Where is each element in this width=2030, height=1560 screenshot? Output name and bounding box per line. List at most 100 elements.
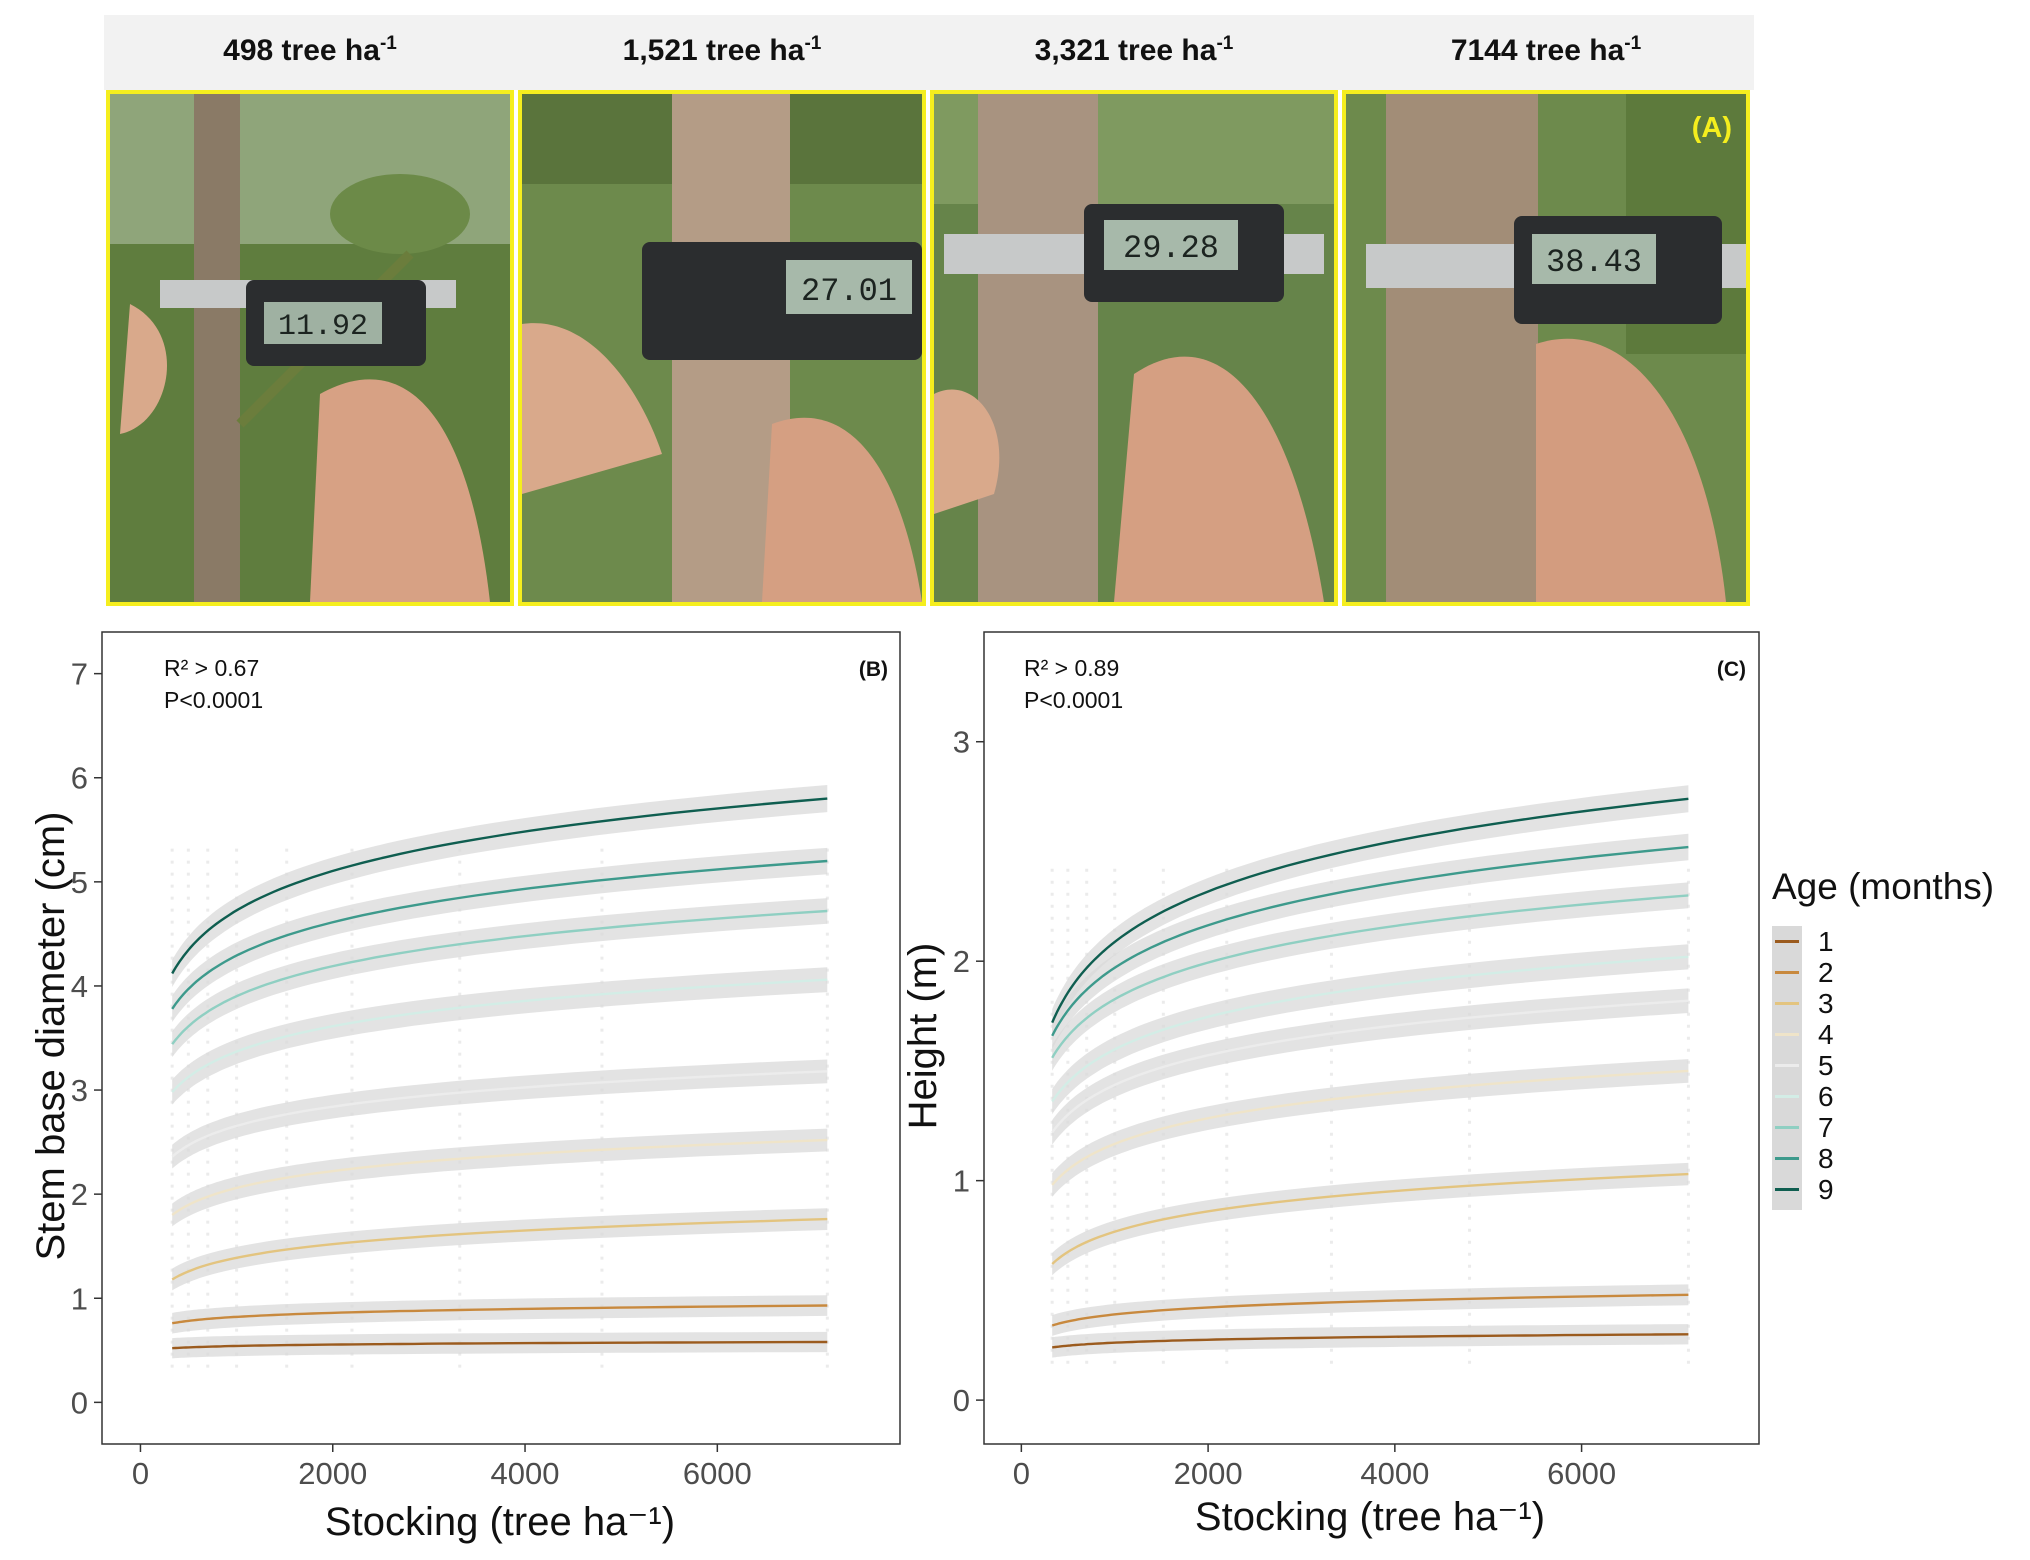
legend-key-1 <box>1772 926 1802 957</box>
legend-label-8: 8 <box>1818 1143 1834 1174</box>
caliper-display <box>1532 234 1656 284</box>
x-tick-label: 0 <box>132 1456 149 1491</box>
caliper-photo-3: 29.28 <box>930 90 1338 606</box>
y-tick-label: 7 <box>71 657 88 692</box>
series-line-age-8 <box>1051 845 1689 1037</box>
series-line-age-9 <box>1051 797 1689 1024</box>
panel-tag-b: (B) <box>859 658 888 681</box>
y-tick-label: 1 <box>953 1164 970 1199</box>
legend-key-8 <box>1772 1143 1802 1174</box>
x-axis-title: Stocking (tree ha⁻¹) <box>325 1500 675 1544</box>
legend-key-5 <box>1772 1050 1802 1081</box>
y-tick-label: 5 <box>71 865 88 900</box>
tick-layer: 0 2000 4000 6000 0 1 2 3 4 5 6 7 <box>71 657 752 1491</box>
y-tick-label: 0 <box>953 1383 970 1418</box>
legend-label-9: 9 <box>1818 1174 1834 1205</box>
legend-key-7 <box>1772 1112 1802 1143</box>
tree-stem <box>1386 94 1538 602</box>
annotation-r2: R² > 0.89 <box>1024 655 1119 681</box>
chart-c-svg: 0 2000 4000 6000 0 1 2 3 R² > 0.89 P<0.0001 (C)… <box>901 631 1760 1539</box>
ribbon-age-6 <box>172 967 828 1105</box>
x-tick-label: 6000 <box>683 1456 752 1491</box>
legend-key-6 <box>1772 1081 1802 1112</box>
density-label-4: 7144 tree ha-1 <box>1450 33 1642 67</box>
legend-key-column <box>1772 926 1802 1210</box>
legend-line <box>1775 1002 1799 1005</box>
legend-label-5: 5 <box>1818 1050 1834 1081</box>
legend-line <box>1775 1064 1799 1067</box>
caliper-reading: 11.92 <box>278 310 368 344</box>
ribbon-age-5 <box>172 1059 828 1169</box>
curve-layer <box>1051 797 1689 1349</box>
ribbon-age-4 <box>1052 1059 1689 1197</box>
annotation-r2: R² > 0.67 <box>164 655 259 681</box>
legend-label-1: 1 <box>1818 926 1834 957</box>
panel-tag-a: (A) <box>1691 112 1732 144</box>
tick-layer: 0 2000 4000 6000 0 1 2 3 <box>953 725 1616 1491</box>
x-tick-label: 2000 <box>1174 1456 1243 1491</box>
caliper-display <box>264 302 382 344</box>
legend-label-6: 6 <box>1818 1081 1834 1112</box>
legend-line <box>1775 1157 1799 1160</box>
series-line-age-8 <box>171 859 828 1010</box>
density-label-3: 3,321 tree ha-1 <box>1034 33 1234 67</box>
y-tick-label: 3 <box>71 1073 88 1108</box>
series-line-age-1 <box>172 1340 828 1350</box>
legend-label-7: 7 <box>1818 1112 1834 1143</box>
ribbon-age-1 <box>1052 1324 1689 1358</box>
ribbon-age-2 <box>172 1295 828 1334</box>
caliper-display <box>786 260 912 314</box>
chart-stem-diameter: 0 2000 4000 6000 0 1 2 3 4 5 6 7 R² > 0.67 P<0.0001… <box>0 630 920 1560</box>
plot-frame <box>983 631 1760 1445</box>
panel-tag-c: (C) <box>1717 658 1746 681</box>
series-line-age-2 <box>1051 1293 1689 1327</box>
legend-line <box>1775 1188 1799 1191</box>
series-line-age-5 <box>171 1070 828 1158</box>
y-tick-label: 2 <box>953 944 970 979</box>
legend-key-2 <box>1772 957 1802 988</box>
density-label-1: 498 tree ha-1 <box>223 33 397 67</box>
y-axis-title: Stem base diameter (cm) <box>29 811 73 1260</box>
legend-line <box>1775 1033 1799 1036</box>
ribbon-age-7 <box>172 898 828 1058</box>
series-line-age-3 <box>1051 1172 1689 1265</box>
photo-header <box>104 15 1754 90</box>
y-tick-label: 0 <box>71 1385 88 1420</box>
series-line-age-6 <box>171 978 828 1093</box>
y-axis-title: Height (m) <box>901 943 945 1130</box>
ribbon-age-4 <box>172 1128 828 1227</box>
series-line-age-1 <box>1052 1333 1689 1349</box>
legend-key-4 <box>1772 1019 1802 1050</box>
chart-height: 0 2000 4000 6000 0 1 2 3 R² > 0.89 P<0.0001 (C)… <box>880 630 1760 1560</box>
series-line-age-5 <box>1051 999 1689 1134</box>
y-tick-label: 3 <box>953 725 970 760</box>
legend-title: Age (months) <box>1772 866 1995 907</box>
series-line-age-4 <box>1051 1069 1689 1186</box>
ribbon-age-3 <box>172 1208 828 1291</box>
legend-line <box>1775 940 1799 943</box>
series-line-age-3 <box>171 1217 828 1281</box>
legend-line <box>1775 1095 1799 1098</box>
x-tick-label: 6000 <box>1547 1456 1616 1491</box>
x-tick-label: 2000 <box>298 1456 367 1491</box>
x-tick-label: 0 <box>1013 1456 1030 1491</box>
x-axis-title: Stocking (tree ha⁻¹) <box>1195 1495 1545 1539</box>
caliper-reading: 27.01 <box>801 273 897 310</box>
legend-label-3: 3 <box>1818 988 1834 1019</box>
x-tick-label: 4000 <box>491 1456 560 1491</box>
caliper-reading: 38.43 <box>1546 244 1642 281</box>
ribbon-layer <box>1050 785 1690 1364</box>
series-line-age-2 <box>171 1304 828 1325</box>
y-tick-label: 2 <box>71 1177 88 1212</box>
photo-band: 498 tree ha-1 1,521 tree ha-1 3,321 tree… <box>104 15 1754 610</box>
annotation-p: P<0.0001 <box>164 687 263 713</box>
series-line-age-9 <box>171 797 828 975</box>
legend-key-9 <box>1772 1174 1802 1205</box>
series-line-age-7 <box>1051 894 1689 1059</box>
legend-line <box>1775 1126 1799 1129</box>
ribbon-age-9 <box>1052 785 1689 1037</box>
y-tick-label: 6 <box>71 761 88 796</box>
density-label-2: 1,521 tree ha-1 <box>622 33 822 67</box>
ribbon-age-8 <box>1052 833 1689 1050</box>
